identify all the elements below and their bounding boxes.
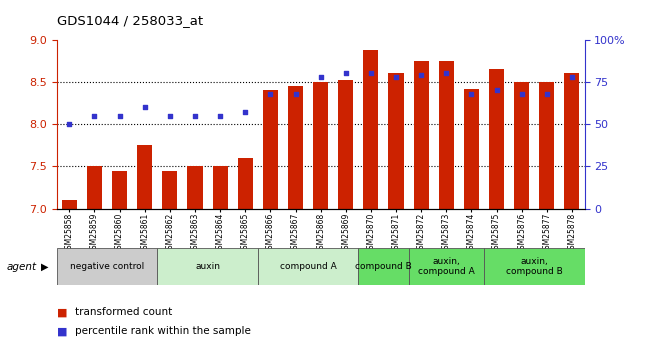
Text: compound A: compound A xyxy=(280,262,337,271)
Bar xyxy=(338,80,353,209)
Point xyxy=(290,91,301,97)
Point xyxy=(566,74,577,80)
Bar xyxy=(212,167,228,209)
Point xyxy=(89,113,100,119)
Point xyxy=(315,74,326,80)
Point xyxy=(391,74,401,80)
Bar xyxy=(539,82,554,209)
Point xyxy=(365,71,376,76)
Bar xyxy=(489,69,504,209)
Point xyxy=(215,113,226,119)
Point xyxy=(140,105,150,110)
Bar xyxy=(258,248,358,285)
Bar xyxy=(313,82,328,209)
Point xyxy=(415,72,426,78)
Bar xyxy=(389,73,403,209)
Bar xyxy=(62,200,77,209)
Point xyxy=(341,71,351,76)
Bar xyxy=(464,89,479,209)
Point xyxy=(265,91,276,97)
Bar xyxy=(188,167,202,209)
Bar xyxy=(363,50,379,209)
Text: compound B: compound B xyxy=(355,262,412,271)
Text: auxin,
compound A: auxin, compound A xyxy=(418,257,475,276)
Point xyxy=(240,110,250,115)
Point xyxy=(164,113,175,119)
Point xyxy=(466,91,477,97)
Point xyxy=(190,113,200,119)
Text: ■: ■ xyxy=(57,326,67,336)
Point xyxy=(516,91,527,97)
Bar xyxy=(263,90,278,209)
Point xyxy=(542,91,552,97)
Bar xyxy=(564,73,579,209)
Point xyxy=(114,113,125,119)
Text: transformed count: transformed count xyxy=(75,307,173,317)
Text: agent: agent xyxy=(7,262,37,272)
Bar xyxy=(514,82,529,209)
Bar xyxy=(413,61,429,209)
Point xyxy=(64,121,75,127)
Bar xyxy=(137,145,152,209)
Bar xyxy=(162,171,178,209)
Bar xyxy=(57,248,157,285)
Text: auxin,
compound B: auxin, compound B xyxy=(506,257,562,276)
Bar xyxy=(112,171,127,209)
Bar xyxy=(157,248,258,285)
Bar xyxy=(87,167,102,209)
Text: negative control: negative control xyxy=(70,262,144,271)
Text: percentile rank within the sample: percentile rank within the sample xyxy=(75,326,251,336)
Point xyxy=(491,88,502,93)
Point xyxy=(441,71,452,76)
Text: GDS1044 / 258033_at: GDS1044 / 258033_at xyxy=(57,14,203,27)
Bar xyxy=(409,248,484,285)
Text: auxin: auxin xyxy=(195,262,220,271)
Text: ▶: ▶ xyxy=(41,262,49,272)
Bar xyxy=(238,158,253,209)
Bar xyxy=(288,86,303,209)
Bar xyxy=(484,248,584,285)
Text: ■: ■ xyxy=(57,307,67,317)
Bar xyxy=(439,61,454,209)
Bar xyxy=(358,248,409,285)
